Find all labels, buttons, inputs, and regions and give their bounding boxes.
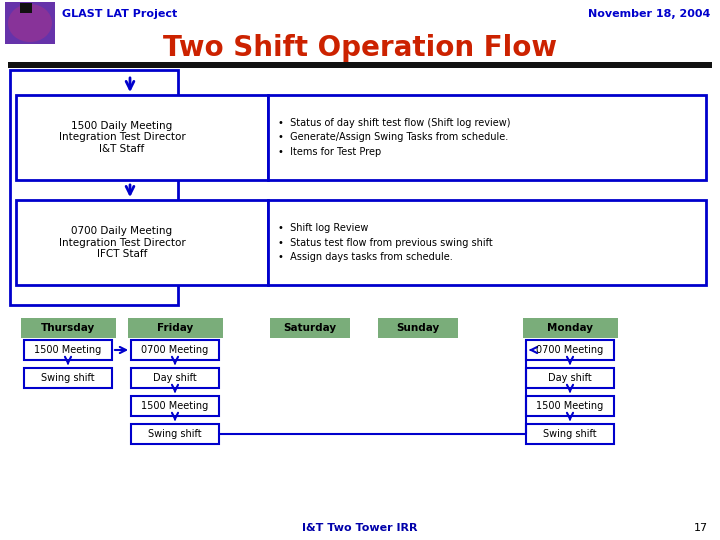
FancyBboxPatch shape	[268, 200, 706, 285]
Text: November 18, 2004: November 18, 2004	[588, 9, 710, 19]
Text: Saturday: Saturday	[284, 323, 336, 333]
FancyBboxPatch shape	[526, 368, 614, 388]
Text: 0700 Meeting: 0700 Meeting	[141, 345, 209, 355]
FancyBboxPatch shape	[16, 95, 268, 180]
Text: Sunday: Sunday	[397, 323, 440, 333]
Text: 1500 Meeting: 1500 Meeting	[141, 401, 209, 411]
Text: 1500 Meeting: 1500 Meeting	[536, 401, 603, 411]
Text: 0700 Meeting: 0700 Meeting	[536, 345, 603, 355]
FancyBboxPatch shape	[127, 318, 222, 338]
FancyBboxPatch shape	[131, 424, 219, 444]
Text: Swing shift: Swing shift	[41, 373, 95, 383]
Text: Thursday: Thursday	[41, 323, 95, 333]
FancyBboxPatch shape	[131, 340, 219, 360]
FancyBboxPatch shape	[523, 318, 618, 338]
Text: 1500 Meeting: 1500 Meeting	[35, 345, 102, 355]
Text: Two Shift Operation Flow: Two Shift Operation Flow	[163, 34, 557, 62]
FancyBboxPatch shape	[16, 200, 268, 285]
Text: Swing shift: Swing shift	[543, 429, 597, 439]
Text: •  Status of day shift test flow (Shift log review)
•  Generate/Assign Swing Tas: • Status of day shift test flow (Shift l…	[278, 118, 510, 157]
Text: Monday: Monday	[547, 323, 593, 333]
Text: Day shift: Day shift	[153, 373, 197, 383]
FancyBboxPatch shape	[24, 340, 112, 360]
FancyBboxPatch shape	[526, 396, 614, 416]
Text: Day shift: Day shift	[548, 373, 592, 383]
Text: •  Shift log Review
•  Status test flow from previous swing shift
•  Assign days: • Shift log Review • Status test flow fr…	[278, 222, 492, 262]
Text: 17: 17	[694, 523, 708, 533]
FancyBboxPatch shape	[131, 368, 219, 388]
FancyBboxPatch shape	[270, 318, 350, 338]
Text: 0700 Daily Meeting
Integration Test Director
IFCT Staff: 0700 Daily Meeting Integration Test Dire…	[58, 226, 185, 259]
FancyBboxPatch shape	[24, 368, 112, 388]
FancyBboxPatch shape	[5, 2, 55, 44]
Text: 1500 Daily Meeting
Integration Test Director
I&T Staff: 1500 Daily Meeting Integration Test Dire…	[58, 121, 185, 154]
Text: I&T Two Tower IRR: I&T Two Tower IRR	[302, 523, 418, 533]
FancyBboxPatch shape	[20, 3, 32, 13]
FancyBboxPatch shape	[131, 396, 219, 416]
FancyBboxPatch shape	[8, 62, 712, 68]
Ellipse shape	[8, 4, 52, 42]
FancyBboxPatch shape	[526, 340, 614, 360]
Text: Friday: Friday	[157, 323, 193, 333]
Text: GLAST LAT Project: GLAST LAT Project	[62, 9, 177, 19]
FancyBboxPatch shape	[378, 318, 458, 338]
FancyBboxPatch shape	[526, 424, 614, 444]
FancyBboxPatch shape	[268, 95, 706, 180]
FancyBboxPatch shape	[20, 318, 115, 338]
Text: Swing shift: Swing shift	[148, 429, 202, 439]
